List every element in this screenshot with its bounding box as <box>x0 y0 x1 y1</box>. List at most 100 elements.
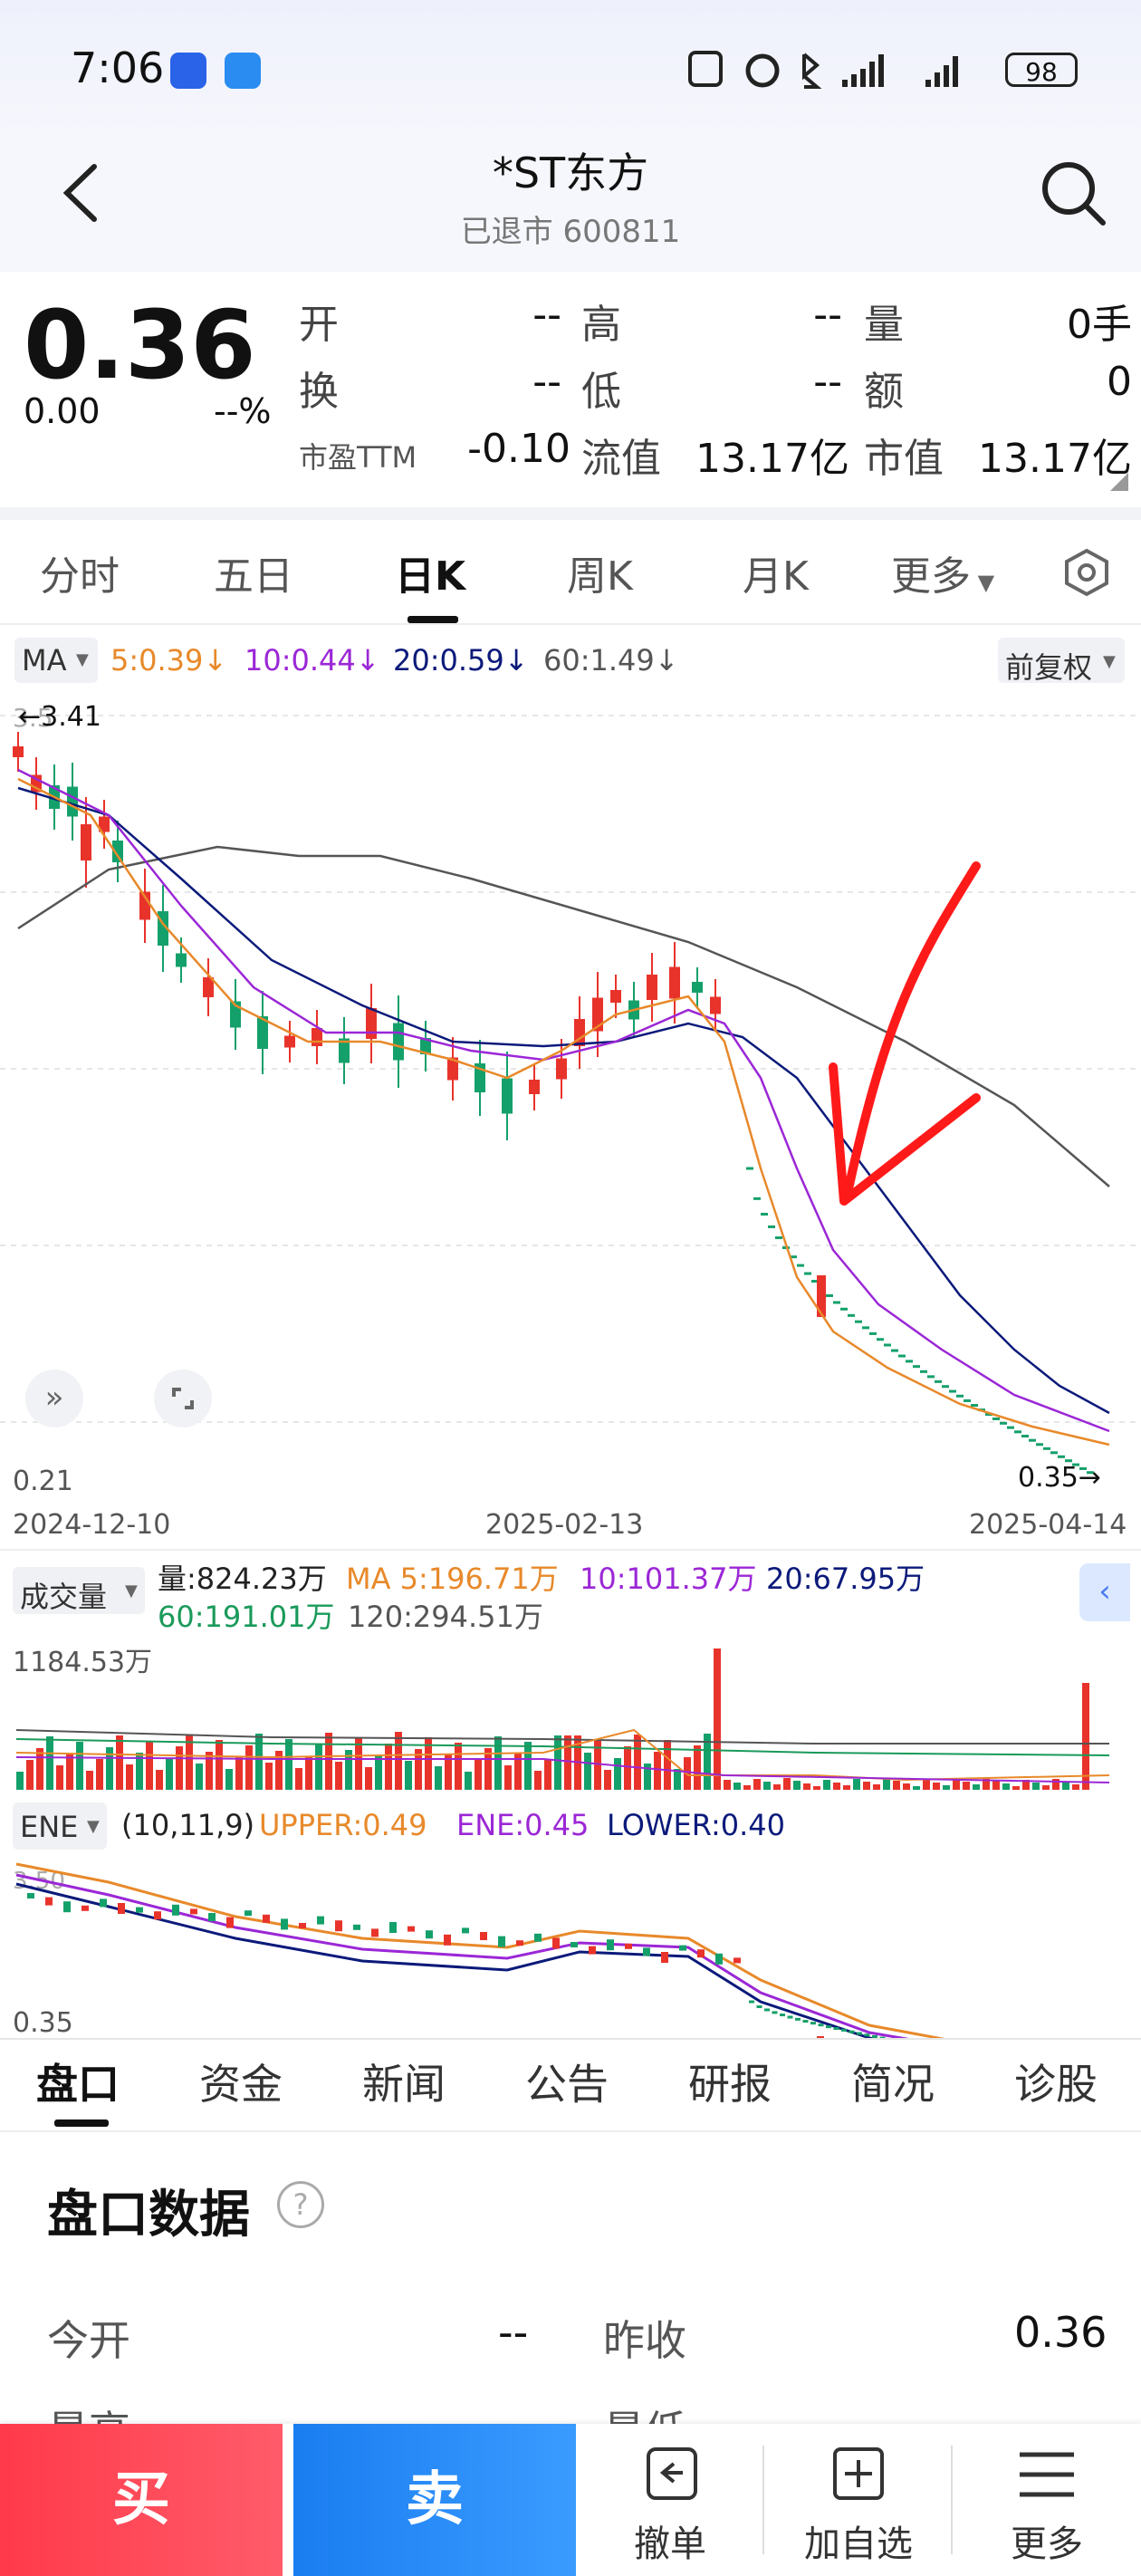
candle <box>692 982 703 993</box>
candle <box>312 1028 322 1046</box>
expand-left-icon[interactable]: » <box>25 1370 83 1427</box>
volume-bar <box>295 1768 302 1790</box>
price-axis-bottom: 0.21 <box>13 1466 73 1497</box>
weather-icon <box>225 53 261 89</box>
date-end: 2025-04-14 <box>969 1509 1127 1541</box>
tab-news[interactable]: 新闻 <box>362 2060 446 2109</box>
ene-candle <box>462 1927 469 1934</box>
tab-more[interactable]: 更多 ▼ <box>891 543 994 601</box>
period-high-label: ←3.41 <box>18 701 101 733</box>
add-watchlist-button[interactable]: 加自选 <box>768 2424 949 2576</box>
volume-bar <box>206 1752 213 1790</box>
indicator-selector-volume[interactable]: 成交量 ▼ <box>13 1567 145 1614</box>
tab-intraday[interactable]: 分时 <box>40 553 120 600</box>
buy-button[interactable]: 买 <box>0 2424 283 2576</box>
quote-value-pe: -0.10 <box>467 426 570 472</box>
volume-ma120: 120:294.51万 <box>348 1600 543 1634</box>
volume-bar <box>624 1746 631 1790</box>
volume-bar <box>953 1779 960 1790</box>
ene-candle <box>63 1901 71 1913</box>
ene-chart[interactable] <box>0 1857 1141 2038</box>
more-button[interactable]: 更多 <box>956 2424 1137 2576</box>
quote-value-amount: 0 <box>1107 359 1132 405</box>
volume-bar <box>275 1751 283 1790</box>
divider <box>0 1549 1141 1551</box>
volume-bar <box>783 1778 791 1790</box>
help-icon[interactable]: ? <box>277 2181 324 2228</box>
ene-candle <box>118 1903 125 1914</box>
fullscreen-icon[interactable] <box>154 1370 212 1427</box>
settings-hex-icon[interactable] <box>1061 547 1112 598</box>
ene-params: (10,11,9) <box>121 1808 255 1842</box>
ene-candle <box>426 1930 433 1939</box>
collapse-panel-icon[interactable]: ‹ <box>1079 1563 1130 1621</box>
ene-candle <box>534 1933 542 1942</box>
tab-weekly-k[interactable]: 周K <box>567 553 633 600</box>
ene-upper-line <box>15 1862 945 2038</box>
volume-bar <box>285 1739 292 1790</box>
volume-bar <box>923 1780 930 1790</box>
bluetooth-icon <box>802 53 822 89</box>
adjust-selector[interactable]: 前复权 ▼ <box>998 638 1125 685</box>
volume-bar <box>146 1741 153 1790</box>
ene-candle <box>226 1917 234 1928</box>
tab-diagnosis[interactable]: 诊股 <box>1014 2060 1098 2109</box>
tab-funds[interactable]: 资金 <box>199 2060 283 2109</box>
volume-bar <box>674 1769 681 1790</box>
last-price-label: 0.35→ <box>1018 1462 1101 1494</box>
tab-five-day[interactable]: 五日 <box>214 553 293 600</box>
vol-ma120-line <box>15 1729 1109 1745</box>
cancel-order-button[interactable]: 撤单 <box>580 2424 761 2576</box>
candle <box>13 746 24 757</box>
volume-bar <box>554 1735 561 1790</box>
search-icon[interactable] <box>1040 159 1108 228</box>
ene-candle <box>516 1940 523 1946</box>
volume-ma10: 10:101.37万 <box>580 1562 757 1596</box>
volume-bar <box>1052 1779 1060 1790</box>
tab-profile[interactable]: 简况 <box>851 2060 935 2109</box>
price-change: 0.00 <box>24 391 101 431</box>
ma-selector[interactable]: MA ▼ <box>14 638 98 683</box>
volume-bar <box>584 1753 591 1790</box>
tab-orderbook[interactable]: 盘口 <box>36 2060 120 2109</box>
ma10-line <box>17 768 1110 1433</box>
volume-bar <box>1032 1783 1040 1790</box>
ene-lower-line <box>15 1882 877 2038</box>
volume-bar <box>604 1770 611 1790</box>
volume-bar <box>524 1742 532 1790</box>
ene-candle <box>190 1908 197 1915</box>
tab-research[interactable]: 研报 <box>688 2060 772 2109</box>
caret-down-icon: ▼ <box>125 1581 138 1600</box>
volume-bar <box>36 1748 43 1790</box>
expand-corner-icon[interactable] <box>1110 473 1128 491</box>
price-change-pct: --% <box>214 391 272 431</box>
nfc-icon <box>688 51 723 87</box>
volume-bar <box>534 1771 542 1790</box>
back-icon[interactable] <box>54 161 109 225</box>
ene-mid-line <box>15 1873 909 2038</box>
volume-bar <box>136 1753 143 1790</box>
ene-candle <box>45 1897 53 1906</box>
annotation-arrow <box>829 861 981 1206</box>
volume-bar <box>644 1764 651 1790</box>
tab-monthly-k[interactable]: 月K <box>743 553 809 600</box>
tab-daily-k[interactable]: 日K <box>395 553 466 600</box>
vol-ma60-line <box>15 1738 1110 1756</box>
divider <box>0 507 1141 520</box>
ene-candle <box>389 1922 397 1933</box>
quote-label-market-cap: 市值 <box>864 436 944 482</box>
candle <box>610 990 621 1003</box>
volume-bar <box>216 1740 223 1790</box>
caret-down-icon: ▼ <box>76 650 89 669</box>
alarm-icon <box>745 53 780 88</box>
row-label-open: 今开 <box>47 2316 130 2365</box>
indicator-selector-ene[interactable]: ENE ▼ <box>13 1802 107 1850</box>
sell-button[interactable]: 卖 <box>293 2424 576 2576</box>
signal-icon <box>842 54 958 87</box>
ene-lower: LOWER:0.40 <box>607 1808 786 1842</box>
ma-selector-label: MA <box>22 643 67 678</box>
volume-bar <box>763 1782 771 1790</box>
tab-announcements[interactable]: 公告 <box>525 2060 609 2109</box>
volume-bar <box>126 1764 133 1790</box>
volume-chart[interactable] <box>0 1630 1141 1793</box>
